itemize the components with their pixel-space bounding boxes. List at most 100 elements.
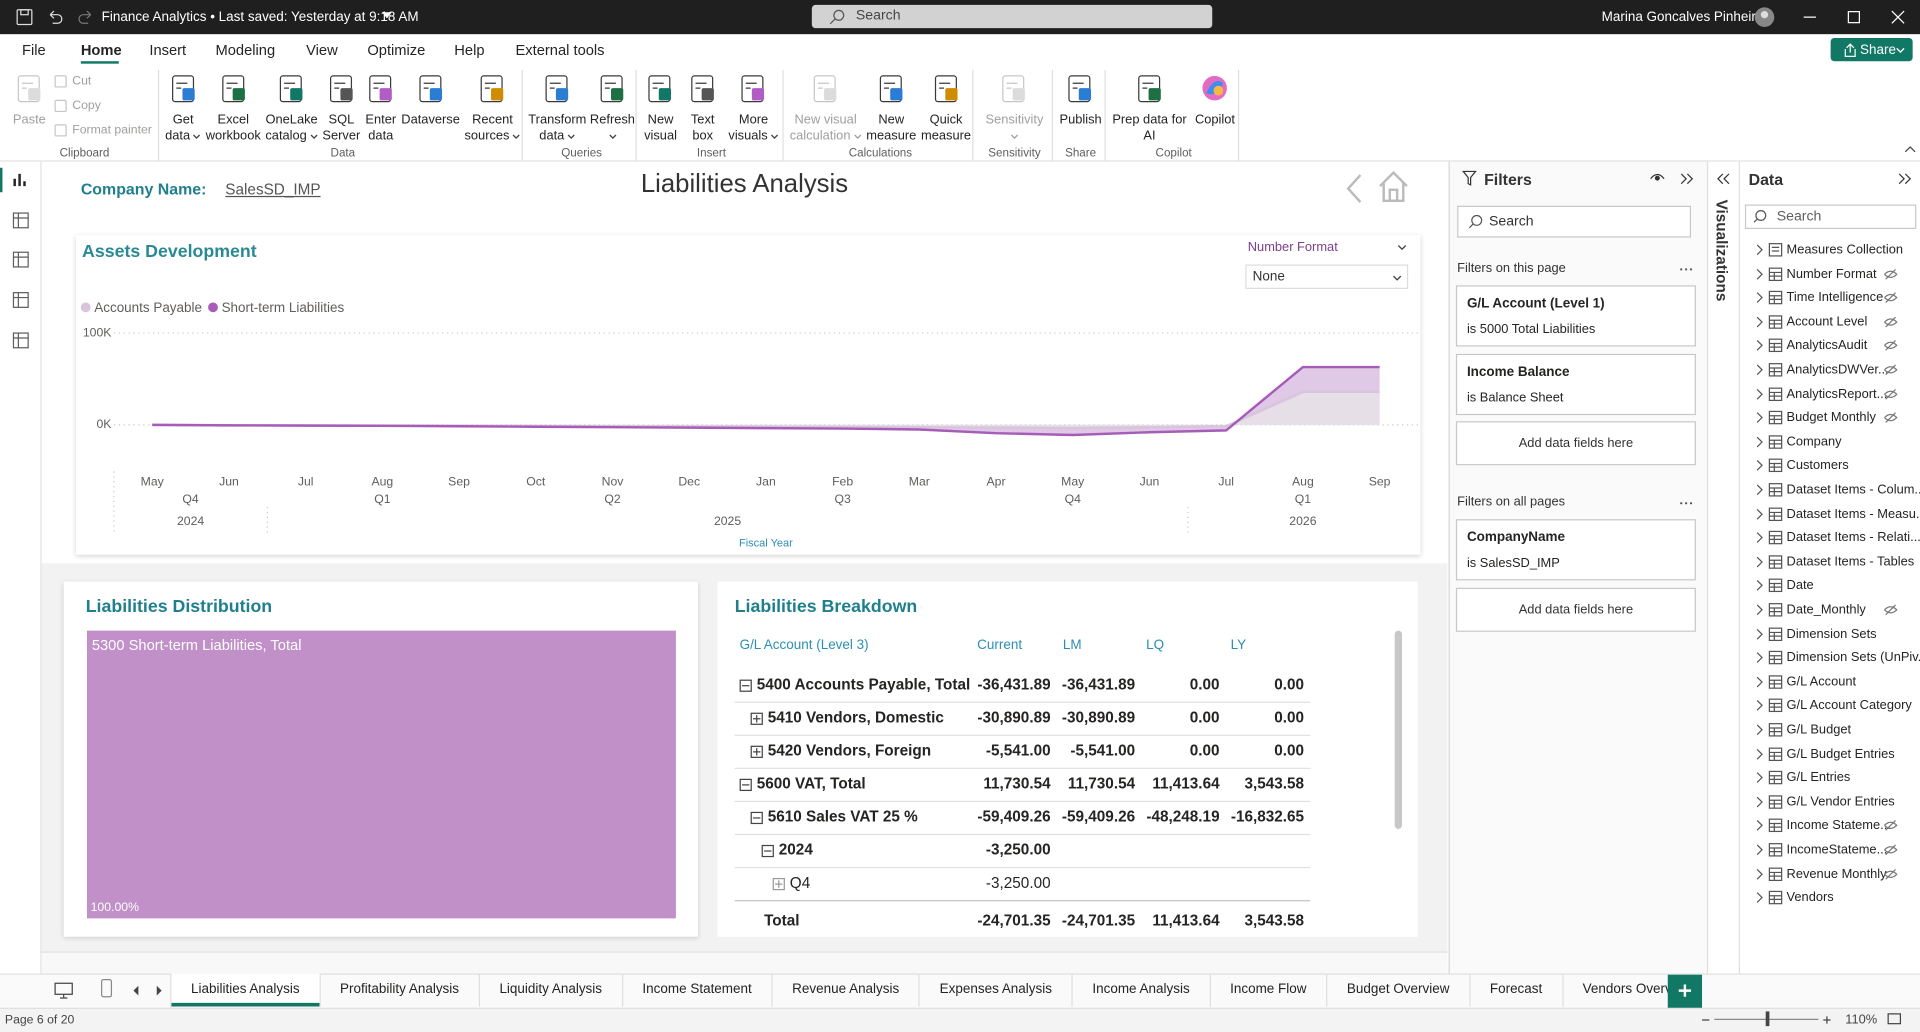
expand-toggle[interactable] <box>772 877 785 891</box>
page-tab[interactable]: Revenue Analysis <box>773 973 921 1007</box>
ribbon-button[interactable]: Excel workbook <box>206 73 261 144</box>
expand-toggle[interactable] <box>750 745 763 758</box>
filter-card[interactable]: Income Balance is Balance Sheet <box>1455 353 1696 416</box>
expand-field[interactable] <box>1755 676 1765 688</box>
field-name[interactable]: Dataset Items - Colum... <box>1786 482 1920 498</box>
field-name[interactable]: Account Level <box>1786 314 1868 330</box>
expand-field[interactable] <box>1755 892 1765 904</box>
ribbon-button[interactable]: Copilot <box>1195 73 1235 144</box>
ribbon-button[interactable]: Recent sources <box>464 73 520 144</box>
ribbon-tab[interactable]: View <box>306 41 338 59</box>
expand-field[interactable] <box>1755 484 1765 496</box>
ribbon-tab[interactable]: Optimize <box>367 41 426 59</box>
scrollbar-thumb[interactable] <box>1394 630 1403 829</box>
expand-field[interactable] <box>1755 772 1765 784</box>
field-name[interactable]: Dimension Sets (UnPiv... <box>1786 650 1920 666</box>
expand-field[interactable] <box>1755 364 1765 376</box>
ribbon-button[interactable]: New measure <box>866 73 916 144</box>
field-name[interactable]: Dataset Items - Tables <box>1786 554 1915 570</box>
mobile-layout[interactable] <box>100 978 113 998</box>
collapse-filters[interactable] <box>1680 173 1695 185</box>
expand-field[interactable] <box>1755 460 1765 472</box>
zoom-out[interactable] <box>1701 1015 1711 1025</box>
more-options[interactable] <box>1679 501 1694 506</box>
ribbon-button[interactable]: Enter data <box>365 73 397 144</box>
expand-field[interactable] <box>1755 796 1765 808</box>
expand-visualizations[interactable] <box>1716 173 1731 185</box>
slicer-dropdown[interactable]: None <box>1245 264 1409 289</box>
save-icon[interactable] <box>16 9 33 26</box>
field-name[interactable]: Number Format <box>1786 266 1877 282</box>
expand-field[interactable] <box>1755 868 1765 880</box>
page-tab[interactable]: Income Analysis <box>1073 973 1211 1007</box>
view-button[interactable] <box>12 332 29 349</box>
column-header[interactable]: Current <box>977 637 1023 653</box>
tab-scroll-right[interactable] <box>156 985 163 996</box>
share-button[interactable] <box>1830 37 1913 62</box>
collapse-ribbon[interactable] <box>1904 144 1916 154</box>
expand-field[interactable] <box>1755 844 1765 856</box>
expand-field[interactable] <box>1755 340 1765 352</box>
expand-field[interactable] <box>1755 820 1765 832</box>
ribbon-button[interactable]: Publish <box>1060 73 1102 128</box>
page-tab[interactable]: Vendors Overview <box>1563 973 1669 1006</box>
ribbon-button[interactable]: Quick measure <box>921 73 971 144</box>
ribbon-tab[interactable]: Modeling <box>215 41 276 59</box>
field-name[interactable]: G/L Account <box>1786 674 1857 690</box>
ribbon-button[interactable]: OneLake catalog <box>265 73 318 144</box>
minimize-button[interactable] <box>1802 10 1817 25</box>
maximize-button[interactable] <box>1847 10 1862 25</box>
filter-search[interactable] <box>1457 205 1692 238</box>
undo-icon[interactable] <box>47 9 64 26</box>
column-header[interactable]: LY <box>1230 637 1247 653</box>
expand-toggle[interactable] <box>750 712 763 725</box>
page-tab[interactable]: Income Flow <box>1211 973 1328 1007</box>
expand-field[interactable] <box>1755 436 1765 448</box>
filter-card[interactable]: CompanyName is SalesSD_IMP <box>1455 519 1696 581</box>
zoom-thumb[interactable] <box>1765 1011 1770 1027</box>
expand-field[interactable] <box>1755 700 1765 712</box>
expand-toggle[interactable] <box>739 679 752 692</box>
home-button[interactable] <box>1376 169 1410 203</box>
visualizations-strip[interactable] <box>1706 161 1740 974</box>
column-header[interactable]: LM <box>1062 637 1082 653</box>
ribbon-tab[interactable]: Insert <box>149 41 187 59</box>
ribbon-button[interactable]: Refresh <box>590 73 635 144</box>
expand-field[interactable] <box>1755 388 1765 400</box>
field-name[interactable]: G/L Budget Entries <box>1786 746 1895 762</box>
field-name[interactable]: Vendors <box>1786 890 1834 906</box>
view-button[interactable] <box>12 291 29 308</box>
more-options[interactable] <box>1679 267 1694 272</box>
field-name[interactable]: Revenue Monthly <box>1786 866 1887 882</box>
ribbon-tab[interactable]: File <box>22 41 46 59</box>
visibility-toggle[interactable] <box>1649 171 1665 183</box>
page-tab[interactable]: Profitability Analysis <box>320 973 480 1007</box>
expand-field[interactable] <box>1755 532 1765 544</box>
avatar[interactable] <box>1753 6 1775 28</box>
treemap-tile[interactable]: 5300 Short-term Liabilities, Total 100.00… <box>86 630 676 919</box>
visualizations-label[interactable]: Visualizations <box>1713 199 1731 302</box>
company-value[interactable]: SalesSD_IMP <box>225 181 321 199</box>
expand-field[interactable] <box>1755 652 1765 664</box>
expand-field[interactable] <box>1755 724 1765 736</box>
slicer-collapse[interactable] <box>1396 244 1408 251</box>
field-name[interactable]: G/L Vendor Entries <box>1786 794 1895 810</box>
field-name[interactable]: Dimension Sets <box>1786 626 1877 642</box>
ribbon-button[interactable]: SQL Server <box>322 73 360 144</box>
expand-field[interactable] <box>1755 508 1765 520</box>
field-name[interactable]: G/L Entries <box>1786 770 1851 786</box>
view-button[interactable] <box>12 171 29 188</box>
expand-field[interactable] <box>1755 580 1765 592</box>
expand-field[interactable] <box>1755 748 1765 760</box>
ribbon-button[interactable]: Transform data <box>528 73 586 144</box>
ribbon-button[interactable]: Text box <box>687 73 719 144</box>
filter-drop-zone[interactable]: Add data fields here <box>1455 587 1696 632</box>
expand-toggle[interactable] <box>739 778 752 792</box>
field-name[interactable]: Income Stateme... <box>1786 818 1891 834</box>
page-tab[interactable]: Liquidity Analysis <box>480 973 623 1007</box>
field-name[interactable]: Date <box>1786 578 1814 594</box>
field-name[interactable]: Time Intelligence <box>1786 290 1884 306</box>
filter-card[interactable]: G/L Account (Level 1) is 5000 Total Liabi… <box>1455 285 1696 347</box>
field-name[interactable]: AnalyticsReport... <box>1786 386 1888 402</box>
ribbon-tab[interactable]: Help <box>454 41 485 59</box>
